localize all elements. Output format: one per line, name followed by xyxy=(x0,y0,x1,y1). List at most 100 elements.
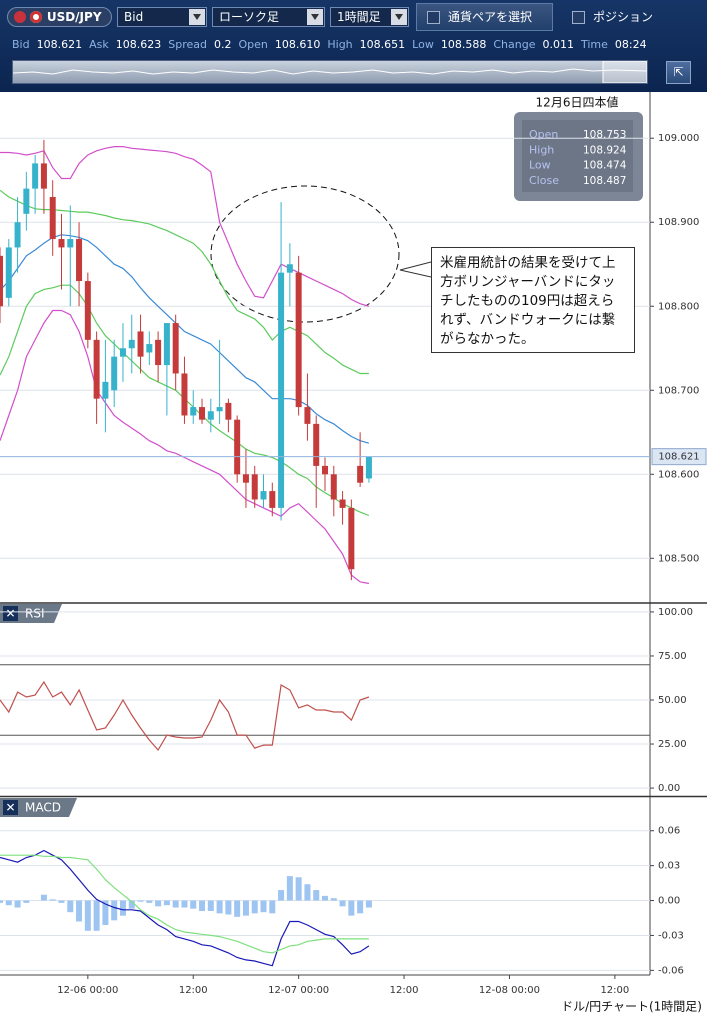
histogram-bar xyxy=(14,900,21,908)
candle-body xyxy=(67,239,74,248)
info-value: 108.487 xyxy=(583,175,626,187)
info-value: 108.753 xyxy=(583,129,626,141)
info-box-inner xyxy=(522,120,633,192)
pair-select[interactable]: USD/JPY xyxy=(7,7,112,27)
info-label: Low xyxy=(529,159,551,172)
x-tick-label: 12-07 00:00 xyxy=(268,985,329,996)
candle-body xyxy=(146,344,153,353)
checkbox[interactable] xyxy=(572,11,585,24)
plot-area xyxy=(0,137,650,585)
candle-body xyxy=(269,491,276,508)
histogram-bar xyxy=(163,900,170,906)
candle-body xyxy=(295,272,302,408)
close-button[interactable] xyxy=(3,800,18,815)
candle-body xyxy=(0,255,3,307)
panel-tab xyxy=(0,798,77,817)
y-tick-label: 108.600 xyxy=(658,469,699,480)
histogram-bar xyxy=(128,900,135,909)
annotation: 米雇用統計の結果を受けて上方ボリンジャーバンドにタッチしたものの109円は超えら… xyxy=(431,247,635,353)
navigator[interactable] xyxy=(12,60,648,84)
panel-title: MACD xyxy=(25,801,61,815)
candle-body xyxy=(242,474,249,483)
candle-body xyxy=(155,339,162,366)
info-label: Open xyxy=(529,128,558,141)
pair-button[interactable]: 通貨ペアを選択 xyxy=(416,3,553,31)
histogram-bar xyxy=(304,884,311,901)
candle-body xyxy=(32,163,39,189)
quote-row: Bid 108.621 Ask 108.623 Spread 0.2 Open 108.610… xyxy=(12,38,647,51)
close-button[interactable] xyxy=(3,606,18,621)
histogram-bar xyxy=(23,900,30,903)
navigator-handle[interactable] xyxy=(602,61,647,83)
candle-body xyxy=(119,348,126,357)
price-select[interactable]: Bid xyxy=(117,7,207,27)
quote-label: Time xyxy=(580,38,608,51)
y-tick-label: 108.900 xyxy=(658,217,699,228)
quote-value: 108.651 xyxy=(359,38,406,51)
macd-line xyxy=(0,849,370,967)
x-tick-label: 12-08 00:00 xyxy=(479,985,540,996)
y-tick-label: 108.700 xyxy=(658,385,699,396)
x-tick-label: 12:00 xyxy=(600,985,629,996)
toolbar: USD/JPY Bid ローソク足 1時間足 通貨ペアを選択 ポジション Bid… xyxy=(0,0,707,92)
histogram-bar xyxy=(322,895,328,901)
current-price-label: 108.621 xyxy=(658,452,699,463)
candle-body xyxy=(111,356,118,391)
position-label: ポジション xyxy=(593,10,654,24)
quote-value: 08:24 xyxy=(614,38,647,51)
callout-pointer xyxy=(399,261,432,278)
candle-body xyxy=(199,407,206,420)
plot-area xyxy=(0,830,650,971)
candle-body xyxy=(14,222,21,248)
histogram-bar xyxy=(339,900,346,907)
histogram-bar xyxy=(5,900,12,906)
y-tick-label: 108.500 xyxy=(658,553,699,564)
dropdown-arrow xyxy=(391,9,407,25)
close-icon[interactable]: ✕ xyxy=(5,607,15,621)
candle-body xyxy=(278,272,285,508)
histogram-bar xyxy=(199,900,206,912)
histogram-bar xyxy=(181,900,188,908)
close-icon[interactable]: ✕ xyxy=(5,801,15,815)
info-label: Close xyxy=(529,174,559,187)
quote-item: Change 0.011 xyxy=(493,38,574,51)
position-toggle[interactable]: ポジション xyxy=(572,8,653,25)
band-line xyxy=(0,189,369,375)
info-value: 108.924 xyxy=(583,144,627,156)
histogram-bar xyxy=(49,899,56,901)
candle-body xyxy=(330,474,337,500)
y-tick-label: 0.00 xyxy=(658,783,680,794)
candle-body xyxy=(225,402,232,420)
candle-body xyxy=(234,419,241,475)
dropdown-arrow xyxy=(189,9,205,25)
highlight-ellipse xyxy=(210,185,400,323)
quote-value: 0.2 xyxy=(213,38,232,51)
candle-body xyxy=(76,239,83,282)
candle-body xyxy=(181,373,188,416)
quote-item: High 108.651 xyxy=(327,38,405,51)
quote-label: Change xyxy=(493,38,536,51)
checkbox[interactable] xyxy=(427,11,440,24)
chart-type-select[interactable]: ローソク足 xyxy=(212,7,325,27)
dropdown-arrow xyxy=(307,9,323,25)
expand-button[interactable]: ⇱ xyxy=(666,61,691,84)
y-tick-label: 100.00 xyxy=(658,607,693,618)
rsi-line xyxy=(0,680,370,752)
timeframe-select[interactable]: 1時間足 xyxy=(330,7,409,27)
histogram-bar xyxy=(137,900,144,902)
x-tick-label: 12:00 xyxy=(179,985,208,996)
quote-value: 0.011 xyxy=(542,38,574,51)
candle-body xyxy=(5,247,12,298)
histogram-bar xyxy=(357,900,364,914)
pair-button-label: 通貨ペアを選択 xyxy=(448,10,533,24)
pair: USD/JPY xyxy=(46,10,102,24)
histogram-bar xyxy=(190,900,197,909)
histogram-bar xyxy=(216,900,223,914)
histogram-bar xyxy=(84,900,91,931)
candle-body xyxy=(286,264,293,273)
y-tick-label: 25.00 xyxy=(658,739,687,750)
histogram-bar xyxy=(295,877,302,901)
histogram-bar xyxy=(207,900,214,912)
histogram-bar xyxy=(251,900,258,914)
